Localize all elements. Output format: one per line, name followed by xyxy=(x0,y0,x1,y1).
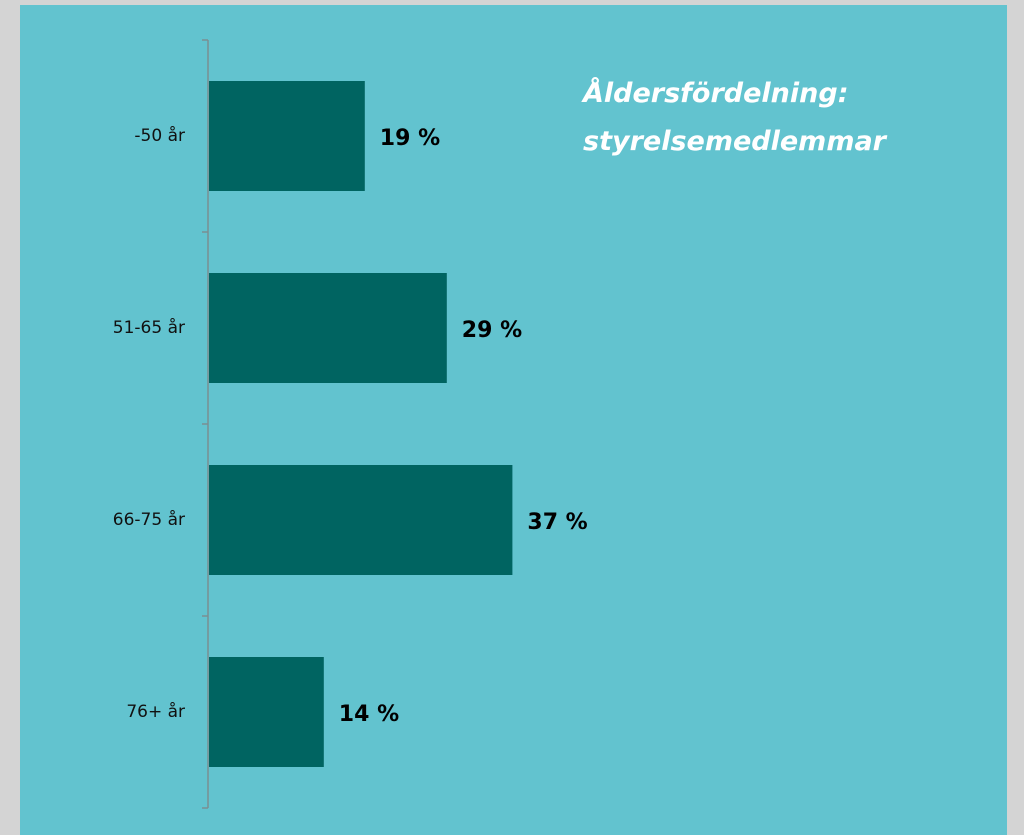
category-label: -50 år xyxy=(134,125,185,146)
chart-title: Åldersfördelning: styrelsemedlemmar xyxy=(583,78,886,157)
bar xyxy=(209,657,324,767)
category-label: 76+ år xyxy=(126,701,185,722)
value-label: 29 % xyxy=(462,318,522,343)
category-label: 66-75 år xyxy=(113,509,185,530)
value-label: 37 % xyxy=(527,510,587,535)
category-label: 51-65 år xyxy=(113,317,185,338)
value-label: 19 % xyxy=(380,126,440,151)
chart-panel xyxy=(20,5,1007,835)
value-label: 14 % xyxy=(339,702,399,727)
bar xyxy=(209,273,447,383)
bar xyxy=(209,465,513,575)
bar xyxy=(209,81,365,191)
